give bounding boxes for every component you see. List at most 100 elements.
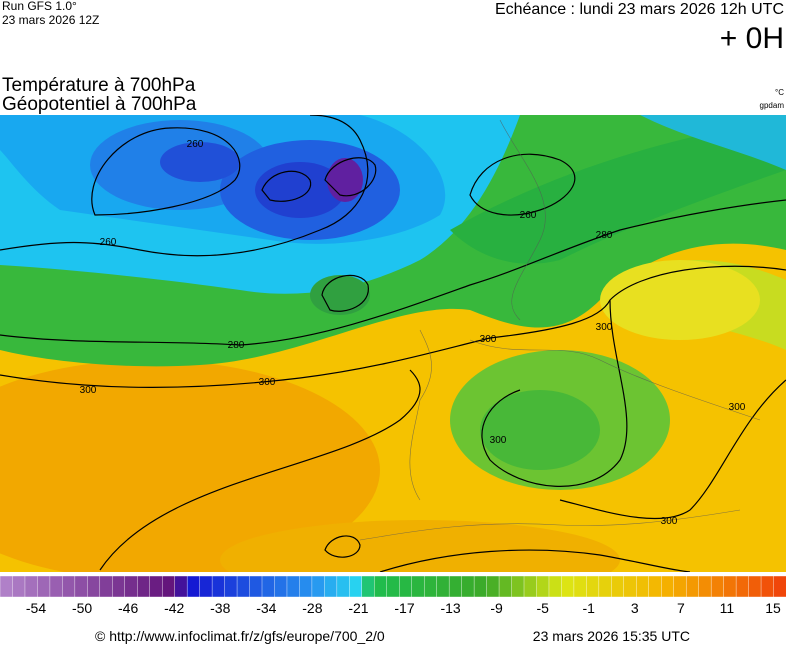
contour-label: 280 [596,230,613,241]
colorbar-swatch [112,575,126,598]
colorbar-swatch [87,575,101,598]
colorbar-tick-label: -38 [210,600,230,616]
colorbar-swatch [760,575,775,598]
run-label: Run GFS 1.0° [2,0,77,13]
credit: © http://www.infoclimat.fr/z/gfs/europe/… [95,628,385,644]
colorbar-swatch [324,575,338,598]
colorbar-swatch [124,575,138,598]
colorbar-swatch [399,575,413,598]
colorbar-swatch [636,575,650,598]
generated-time: 23 mars 2026 15:35 UTC [533,628,690,644]
colorbar-swatch [186,575,201,598]
contour-label: 280 [228,340,245,351]
map-field: 260 260 260 280 280 300 300 300 300 300 300 300 [0,115,786,572]
colorbar-swatch [573,575,587,598]
colorbar-swatch [286,575,300,598]
contour-label: 300 [80,385,97,396]
lead-time: + 0H [720,22,784,55]
colorbar-swatch [648,575,662,598]
colorbar-swatch [710,575,725,598]
echeance: Echéance : lundi 23 mars 2026 12h UTC [495,1,784,18]
colorbar-tick-label: -1 [583,600,596,616]
colorbar-swatch [685,575,700,598]
contour-label: 300 [729,402,746,413]
contour-label: 300 [259,377,276,388]
colorbar-swatch [174,575,188,598]
colorbar-tick-label: -21 [348,600,368,616]
colorbar-swatch [498,575,513,598]
colorbar-swatch [548,575,562,598]
contour-label: 260 [520,210,537,221]
contour-label: 300 [661,516,678,527]
colorbar-swatch [411,575,425,598]
colorbar-swatch [374,575,388,598]
colorbar-tick-label: -42 [164,600,184,616]
colorbar-tick-label: -17 [394,600,414,616]
contour-label: 260 [187,139,204,150]
colorbar-swatch [274,575,288,598]
colorbar-swatch [611,575,625,598]
colorbar-swatch [361,575,375,598]
colorbar-swatch [74,575,88,598]
run-date: 23 mars 2026 12Z [2,13,99,27]
title: Température à 700hPa [2,75,196,96]
colorbar-swatch [224,575,238,598]
colorbar-tick-label: -5 [536,600,549,616]
colorbar-swatch [486,575,500,598]
colorbar-swatch [723,575,737,598]
title: Géopotentiel à 700hPa [2,94,197,115]
colorbar-tick-label: -28 [302,600,322,616]
colorbar-tick-label: 3 [631,600,639,616]
colorbar-swatch [598,575,612,598]
colorbar-swatch [149,575,163,598]
contour-label: 300 [490,435,507,446]
colorbar-swatch [661,575,675,598]
contour-label: 300 [596,322,613,333]
colorbar-tick-label: -9 [490,600,503,616]
colorbar-swatch [623,575,637,598]
colorbar-swatch [311,575,325,598]
colorbar-swatch [436,575,450,598]
colorbar-swatch [473,575,488,598]
colorbar-swatch [748,575,762,598]
colorbar-swatch [773,575,786,598]
colorbar-swatch [211,575,226,598]
colorbar-swatch [249,575,263,598]
contour-label: 260 [100,237,117,248]
colorbar-swatch [24,575,38,598]
colorbar-swatch [261,575,275,598]
contour-label: 300 [480,334,497,345]
colorbar-swatch [336,575,350,598]
colorbar-swatch [673,575,687,598]
colorbar-swatch [586,575,600,598]
colorbar-swatch [448,575,463,598]
colorbar-swatch [236,575,251,598]
colorbar-swatch [0,575,13,598]
colorbar-swatch [137,575,151,598]
colorbar-tick-label: -34 [256,600,276,616]
colorbar-swatch [561,575,575,598]
colorbar-swatch [62,575,76,598]
colorbar-tick-label: 11 [720,600,735,616]
colorbar-swatch [735,575,750,598]
colorbar-swatch [37,575,51,598]
unit: °C [775,88,784,97]
colorbar-tick-label: 15 [765,600,781,616]
colorbar-swatch [698,575,712,598]
colorbar-tick-label: -54 [26,600,46,616]
colorbar-swatch [423,575,438,598]
colorbar-swatch [349,575,363,598]
colorbar-tick-label: -50 [72,600,92,616]
unit: gpdam [760,101,785,110]
colorbar-swatch [523,575,537,598]
colorbar-tick-label: -46 [118,600,138,616]
colorbar-swatch [99,575,113,598]
colorbar-swatch [49,575,63,598]
colorbar-swatch [386,575,400,598]
colorbar-swatch [161,575,176,598]
colorbar-tick-label: -13 [440,600,460,616]
colorbar-swatch [199,575,213,598]
colorbar-swatch [511,575,525,598]
